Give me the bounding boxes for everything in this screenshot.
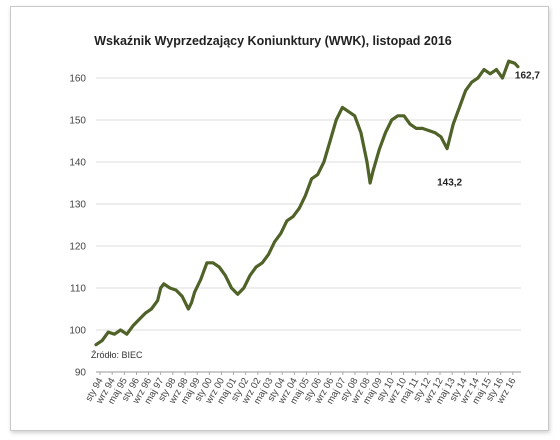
y-tick-label: 140 <box>69 158 86 169</box>
y-axis-ticks: 90 100 110 120 130 140 150 160 <box>69 74 86 379</box>
y-tick-label: 100 <box>69 326 86 337</box>
y-tick-label: 110 <box>70 284 86 295</box>
series-group <box>94 59 520 347</box>
annotations: 162,7 143,2 <box>437 71 540 189</box>
series-line <box>94 59 520 347</box>
y-tick-label: 90 <box>75 368 87 379</box>
y-tick-label: 150 <box>69 116 86 127</box>
annotation-label: 143,2 <box>437 178 462 189</box>
chart-frame: Wskaźnik Wyprzedzający Koniunktury (WWK)… <box>10 6 549 431</box>
y-tick-label: 130 <box>69 200 86 211</box>
chart-title: Wskaźnik Wyprzedzający Koniunktury (WWK)… <box>94 34 452 48</box>
chart: Wskaźnik Wyprzedzający Koniunktury (WWK)… <box>69 34 540 407</box>
source-note: Źródło: BIEC <box>91 350 143 360</box>
annotation-label: 162,7 <box>515 71 540 82</box>
gridlines <box>96 77 521 373</box>
y-tick-label: 160 <box>69 74 86 85</box>
y-tick-label: 120 <box>69 242 86 253</box>
